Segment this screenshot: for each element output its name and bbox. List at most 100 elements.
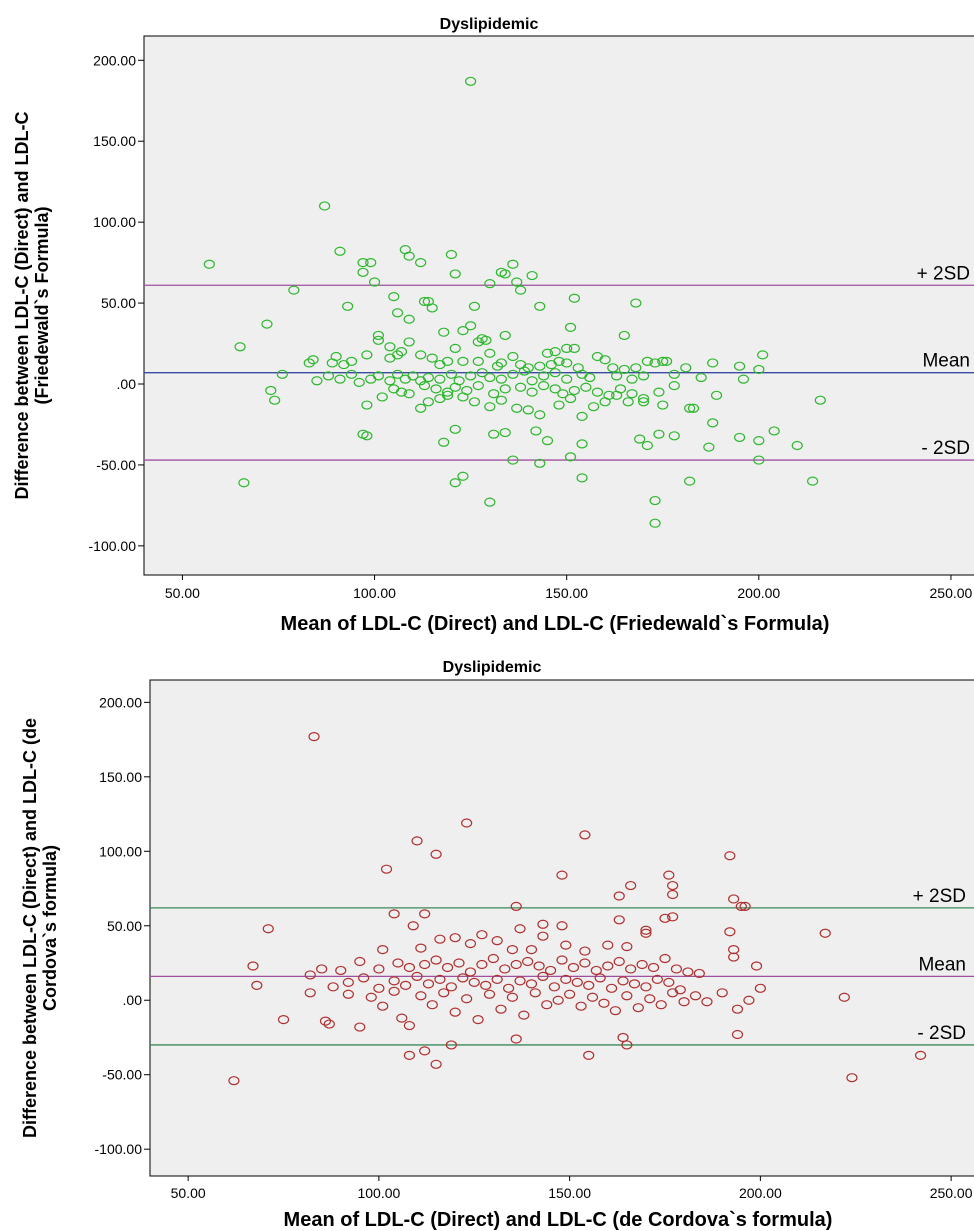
data-point <box>534 410 546 420</box>
data-point <box>514 924 526 934</box>
data-point <box>457 973 469 983</box>
data-point <box>365 374 377 384</box>
data-point <box>537 931 549 941</box>
data-point <box>376 392 388 402</box>
data-point <box>625 964 637 974</box>
data-point <box>678 997 690 1007</box>
y-tick-label: -100.00 <box>89 538 137 554</box>
data-point <box>611 390 623 400</box>
data-point <box>641 440 653 451</box>
data-point <box>365 258 377 268</box>
data-point <box>649 358 661 368</box>
data-point <box>377 1001 389 1011</box>
data-point <box>319 201 331 211</box>
data-point <box>392 308 404 318</box>
data-point <box>640 925 652 935</box>
data-point <box>684 476 696 486</box>
data-point <box>465 321 477 331</box>
x-tick-label: 50.00 <box>165 585 200 601</box>
data-point <box>487 953 499 964</box>
data-point <box>580 382 592 392</box>
data-point <box>377 944 389 955</box>
data-point <box>510 959 522 970</box>
data-point <box>731 1004 744 1014</box>
data-point <box>265 385 277 396</box>
data-point <box>495 1004 507 1014</box>
y-axis-label: Difference between LDL-C (Direct) and LD… <box>20 718 60 1138</box>
data-point <box>568 385 580 396</box>
data-point <box>525 944 538 955</box>
data-point <box>617 976 629 986</box>
data-point <box>483 989 496 999</box>
data-point <box>399 374 411 384</box>
data-point <box>464 939 477 949</box>
data-point <box>495 374 507 384</box>
data-point <box>534 458 546 468</box>
x-tick-label: 150.00 <box>548 1185 591 1201</box>
data-point <box>549 347 561 357</box>
x-axis-label: Mean of LDL-C (Direct) and LDL-C (de Cor… <box>284 1209 833 1231</box>
data-point <box>693 968 705 979</box>
data-point <box>373 983 385 993</box>
data-point <box>422 397 434 407</box>
data-point <box>663 870 675 880</box>
data-point <box>537 971 549 982</box>
data-point <box>544 965 557 976</box>
data-point <box>526 270 538 281</box>
data-point <box>576 473 588 483</box>
data-point <box>618 330 630 341</box>
data-point <box>403 962 416 973</box>
data-point <box>630 363 642 373</box>
data-point <box>518 1010 530 1020</box>
x-tick-label: 250.00 <box>930 1185 973 1201</box>
data-point <box>316 964 328 974</box>
data-point <box>445 982 457 992</box>
data-point <box>457 325 469 336</box>
data-point <box>568 343 580 353</box>
data-point <box>657 356 669 366</box>
data-point <box>846 1073 858 1083</box>
data-point <box>659 913 671 923</box>
data-point <box>687 403 700 413</box>
data-point <box>457 392 469 402</box>
data-point <box>522 405 534 415</box>
y-tick-label: 100.00 <box>93 214 136 230</box>
data-point <box>388 291 400 302</box>
data-point <box>415 258 427 268</box>
data-point <box>384 342 396 352</box>
data-point <box>564 452 577 462</box>
data-point <box>510 901 522 912</box>
plot-area <box>149 679 974 1177</box>
data-point <box>637 397 650 407</box>
x-tick-label: 100.00 <box>353 585 396 601</box>
data-point <box>354 1022 366 1032</box>
data-point <box>327 982 339 992</box>
data-point <box>484 372 496 383</box>
data-point <box>514 382 527 392</box>
x-tick-label: 250.00 <box>930 585 973 601</box>
data-point <box>415 943 427 953</box>
y-axis-label: Difference between LDL-C (Direct) and LD… <box>12 111 52 499</box>
data-point <box>441 387 454 397</box>
data-point <box>522 363 534 373</box>
data-point <box>499 330 511 341</box>
data-point <box>499 964 511 974</box>
data-point <box>438 988 450 998</box>
data-point <box>430 849 442 859</box>
plot-area <box>143 35 974 576</box>
data-point <box>548 982 560 992</box>
data-point <box>403 314 415 324</box>
data-point <box>571 977 583 987</box>
data-point <box>261 319 273 329</box>
data-point <box>621 942 633 952</box>
data-point <box>403 337 415 347</box>
data-point <box>465 371 477 381</box>
data-point <box>553 356 565 366</box>
data-point <box>590 965 602 976</box>
data-point <box>734 432 746 443</box>
data-point <box>308 732 320 742</box>
data-point <box>491 974 503 984</box>
data-point <box>649 495 661 506</box>
data-point <box>682 967 694 977</box>
